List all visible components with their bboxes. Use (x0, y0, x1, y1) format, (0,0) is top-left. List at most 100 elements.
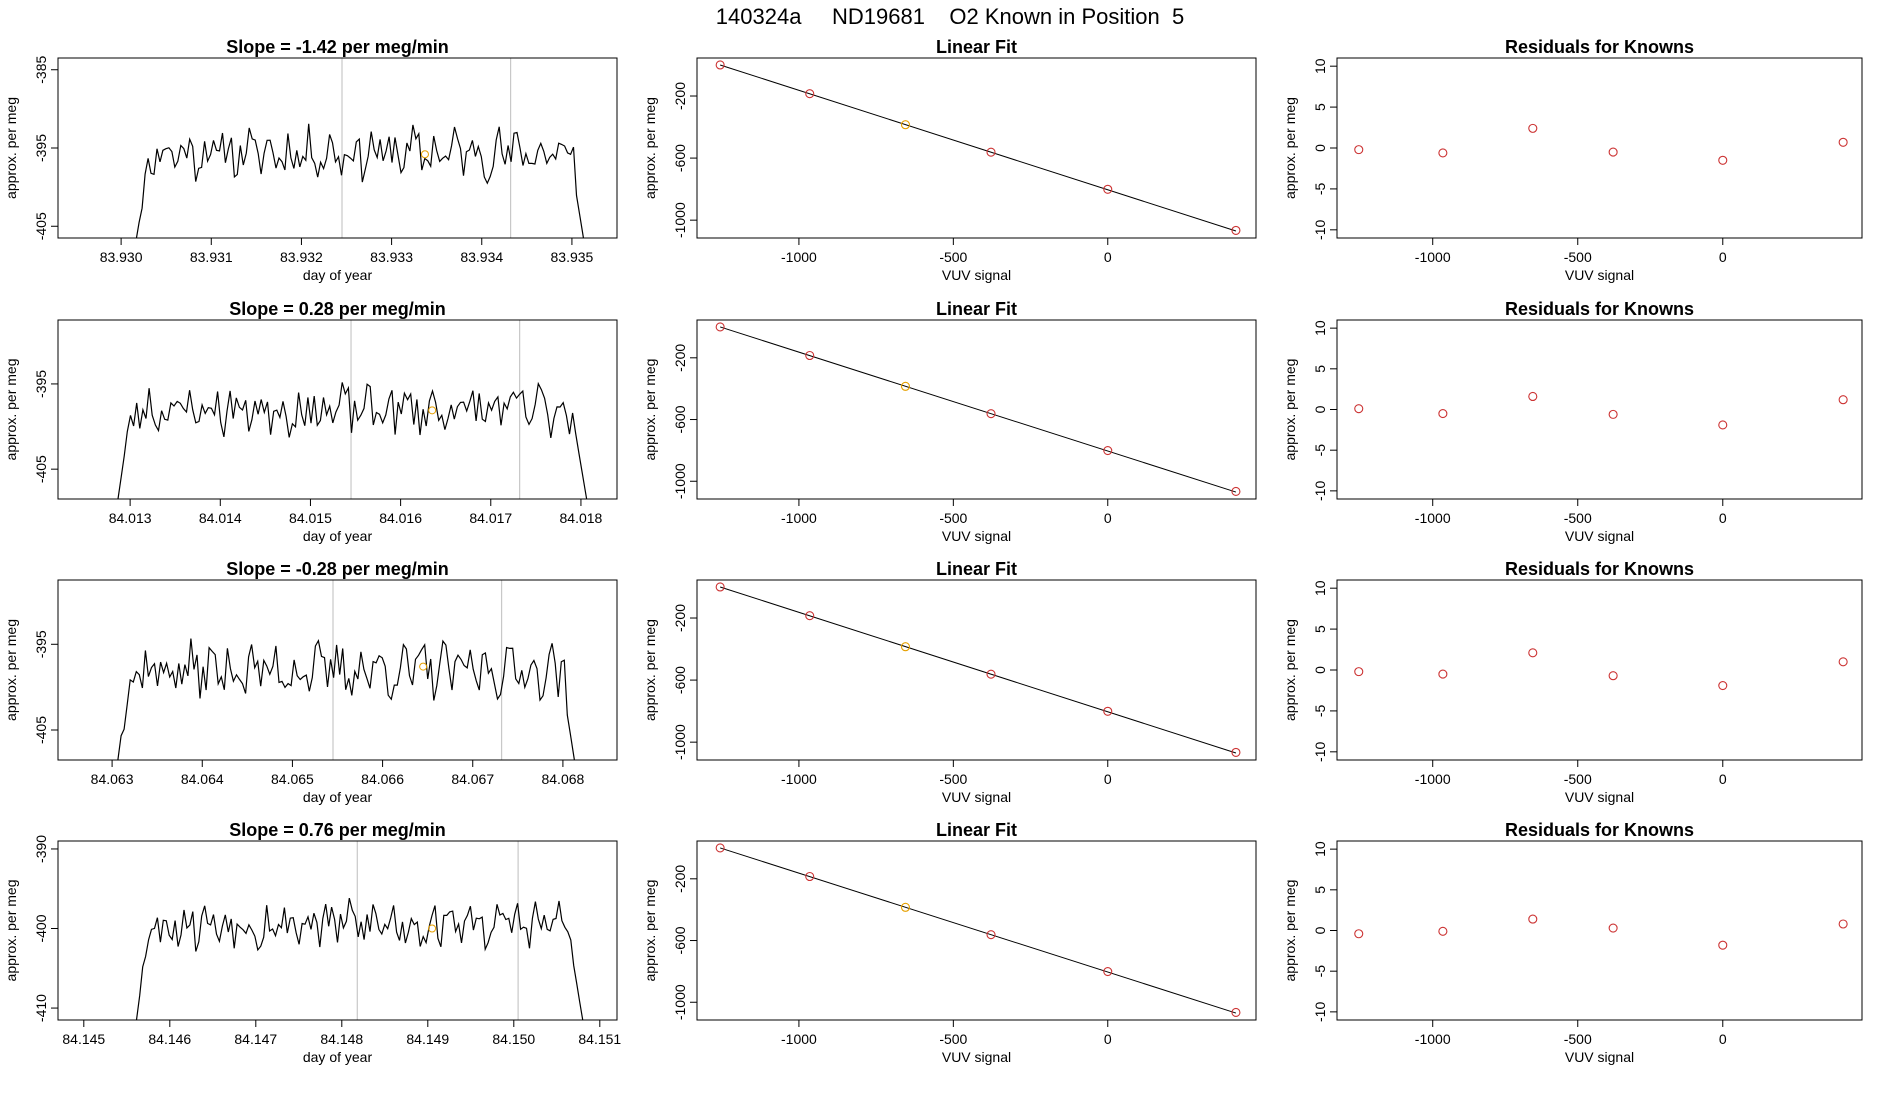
x-tick-label: 0 (1104, 1031, 1112, 1047)
y-axis-label: approx. per meg (642, 880, 658, 982)
panel-rs3: Residuals for Knowns -1000 -500 0 10 5 0 -5 -10 V… (1282, 559, 1863, 805)
data-point (1838, 919, 1848, 929)
panel-lf2: Linear Fit -1000 -500 0 -200 -600 -1000 VUV sig… (642, 299, 1257, 544)
y-tick-label: -200 (672, 865, 688, 893)
x-tick-label: 83.934 (460, 249, 503, 265)
data-point (900, 120, 911, 130)
plot-title: Linear Fit (936, 37, 1017, 57)
plot-title: Residuals for Knowns (1505, 37, 1694, 57)
y-tick-label: 0 (1312, 144, 1328, 152)
x-tick-label: 84.065 (271, 771, 314, 787)
x-tick-label: -500 (939, 1031, 967, 1047)
x-tick-label: -500 (939, 510, 967, 526)
x-tick-label: -500 (1564, 249, 1592, 265)
plot-frame (696, 840, 1257, 1021)
y-tick-label: -405 (33, 716, 49, 744)
y-axis-label: approx. per meg (3, 359, 19, 461)
y-tick-label: 10 (1312, 58, 1328, 74)
x-tick-label: 83.933 (370, 249, 413, 265)
y-axis-label: approx. per meg (3, 880, 19, 982)
data-point (1354, 667, 1364, 677)
y-tick-label: 5 (1312, 886, 1328, 894)
data-point (1103, 706, 1113, 716)
panel-ts3: Slope = -0.28 per meg/min 84.063 84.064 84.… (3, 559, 618, 805)
y-tick-label: 0 (1312, 666, 1328, 674)
panel-lf3: Linear Fit -1000 -500 0 -200 -600 -1000 VUV sig… (642, 559, 1257, 805)
y-tick-label: -410 (33, 994, 49, 1022)
data-trace (135, 123, 585, 238)
y-tick-label: -395 (33, 370, 49, 398)
y-axis-label: approx. per meg (642, 619, 658, 721)
data-point (986, 669, 996, 679)
y-tick-label: -600 (672, 405, 688, 433)
plot-frame (57, 57, 618, 239)
fit-line (720, 326, 1237, 493)
y-tick-label: 0 (1312, 926, 1328, 934)
y-tick-label: -400 (33, 914, 49, 942)
data-point (715, 843, 725, 853)
data-point (900, 381, 911, 391)
data-point (715, 60, 725, 70)
y-axis-label: approx. per meg (1282, 619, 1298, 721)
plot-title: Linear Fit (936, 299, 1017, 319)
data-point (1103, 445, 1113, 456)
data-point (1528, 914, 1538, 924)
y-tick-label: -385 (33, 56, 49, 84)
x-tick-label: 84.151 (578, 1031, 621, 1047)
x-axis-label: day of year (303, 1049, 373, 1065)
x-tick-label: 84.068 (541, 771, 584, 787)
x-tick-label: 83.930 (100, 249, 143, 265)
data-point (1231, 1007, 1241, 1017)
y-axis-label: approx. per meg (1282, 359, 1298, 461)
x-tick-label: 84.015 (289, 510, 332, 526)
y-tick-label: -395 (33, 134, 49, 162)
plot-frame (696, 579, 1257, 761)
plot-title: Residuals for Knowns (1505, 559, 1694, 579)
x-tick-label: 0 (1719, 510, 1727, 526)
plot-title: Residuals for Knowns (1505, 299, 1694, 319)
plot-title: Residuals for Knowns (1505, 820, 1694, 840)
plot-frame (57, 579, 618, 761)
y-axis-label: approx. per meg (642, 97, 658, 199)
x-axis-label: VUV signal (1565, 267, 1634, 283)
data-point (986, 147, 996, 157)
plot-frame (1336, 579, 1863, 761)
y-tick-label: -10 (1312, 481, 1328, 501)
x-tick-label: 83.932 (280, 249, 323, 265)
data-point (1608, 923, 1618, 933)
plot-frame (57, 840, 618, 1021)
y-tick-label: -1000 (672, 463, 688, 499)
plot-title: Slope = 0.76 per meg/min (229, 820, 446, 840)
y-tick-label: -600 (672, 926, 688, 954)
x-axis-label: VUV signal (942, 1049, 1011, 1065)
x-axis-label: VUV signal (942, 789, 1011, 805)
x-tick-label: 84.017 (469, 510, 512, 526)
y-tick-label: -395 (33, 630, 49, 658)
data-point (1438, 669, 1448, 679)
plot-title: Slope = -1.42 per meg/min (226, 37, 449, 57)
y-tick-label: -390 (33, 835, 49, 863)
x-tick-label: -500 (939, 249, 967, 265)
y-tick-label: -600 (672, 144, 688, 172)
x-tick-label: 83.935 (551, 249, 594, 265)
panel-rs2: Residuals for Knowns -1000 -500 0 10 5 0 -5 -10 V… (1282, 299, 1863, 544)
x-tick-label: -1000 (1415, 1031, 1451, 1047)
y-tick-label: -1000 (672, 202, 688, 238)
data-point (805, 871, 815, 882)
y-tick-label: -405 (33, 455, 49, 483)
data-point (1608, 147, 1618, 157)
y-axis-label: approx. per meg (3, 97, 19, 199)
x-tick-label: 84.148 (320, 1031, 363, 1047)
data-point (805, 89, 815, 99)
x-tick-label: 84.016 (379, 510, 422, 526)
data-point (715, 322, 725, 332)
y-axis-label: approx. per meg (642, 359, 658, 461)
x-tick-label: 84.066 (361, 771, 404, 787)
x-axis-label: VUV signal (942, 528, 1011, 544)
y-tick-label: -405 (33, 212, 49, 240)
page-title: 140324a ND19681 O2 Known in Position 5 (715, 4, 1185, 29)
x-tick-label: -500 (1564, 510, 1592, 526)
data-point (900, 902, 911, 912)
data-point (1528, 648, 1538, 658)
